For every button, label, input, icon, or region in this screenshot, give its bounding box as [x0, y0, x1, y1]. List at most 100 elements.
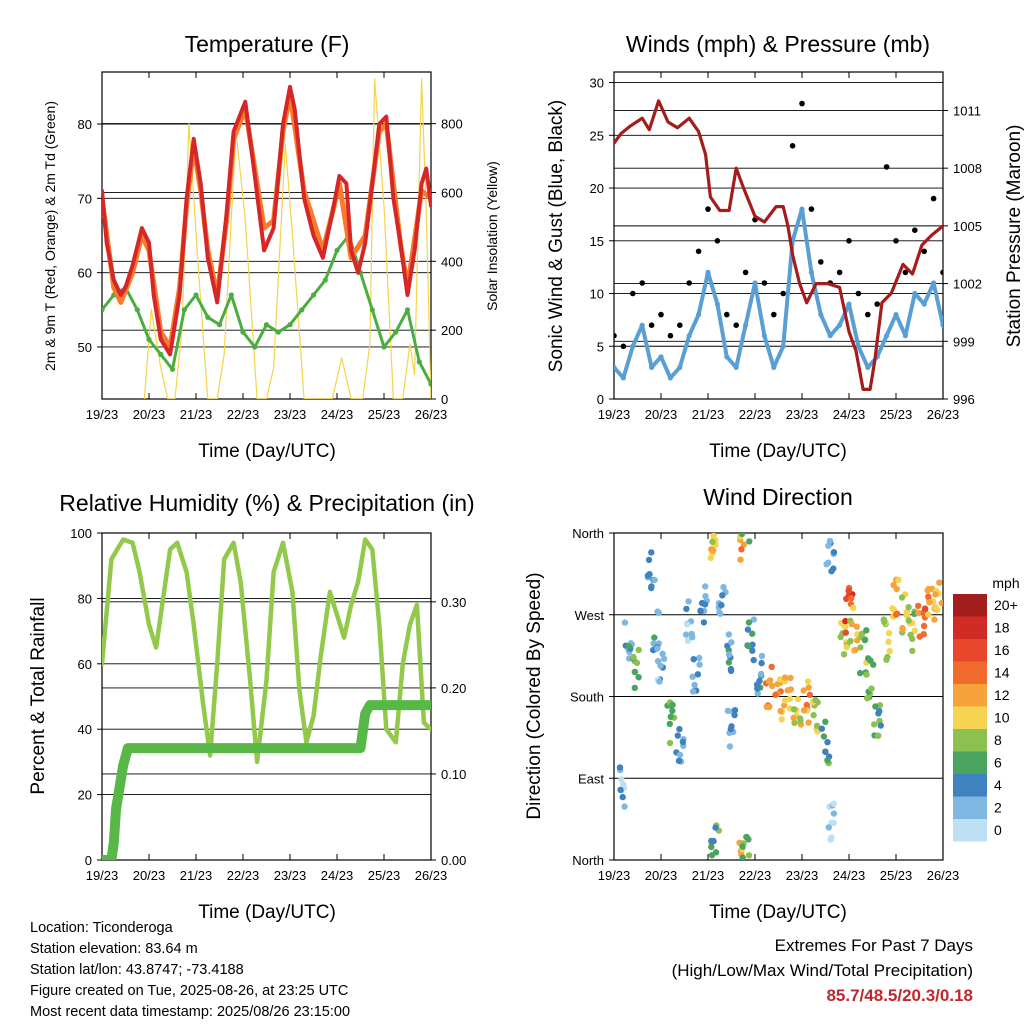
gust-point [930, 195, 937, 202]
wind-direction-point [768, 663, 775, 670]
gust-point [940, 269, 943, 276]
wind-direction-point [739, 843, 746, 850]
wind-direction-point [822, 748, 829, 756]
wind-direction-point [725, 631, 733, 638]
wind-speed-point [614, 364, 617, 370]
legend-swatch [953, 706, 987, 729]
humidity-y-tick-label: 20 [78, 788, 92, 803]
gust-point [648, 322, 655, 329]
wind-direction-point [825, 824, 832, 831]
wind-direction-point [667, 713, 674, 720]
wind-direction-point [731, 711, 738, 719]
winds-x-tick-label: 19/23 [598, 407, 631, 422]
winds-y-tick-label: 0 [597, 392, 604, 407]
wind-direction-point [691, 681, 698, 689]
dewpoint-point [181, 307, 187, 313]
wind-direction-point [754, 690, 761, 697]
station-info: Location: Ticonderoga Station elevation:… [30, 918, 350, 1023]
wind-direction-point [716, 609, 723, 616]
humidity-title: Relative Humidity (%) & Precipitation (i… [59, 490, 474, 516]
wind-direction-point [617, 786, 624, 794]
humidity-x-tick-label: 19/23 [86, 868, 119, 883]
station-elevation: Station elevation: 83.64 m [30, 941, 198, 957]
wind-direction-point [885, 629, 893, 637]
temperature-y2-tick-label: 400 [441, 254, 463, 269]
wind-direction-title: Wind Direction [703, 484, 853, 510]
wind-direction-point [787, 686, 795, 693]
wind-direction-point [790, 714, 797, 722]
wind-direction-point [749, 647, 756, 654]
wind-direction-xlabel: Time (Day/UTC) [709, 902, 847, 923]
dewpoint-point [334, 247, 340, 253]
wind-direction-point [781, 702, 788, 709]
dewpoint-point [404, 307, 411, 313]
wind-direction-point [743, 833, 750, 841]
winds-y2-tick-label: 1011 [953, 103, 981, 118]
wind-speed-point [649, 364, 655, 370]
wind-speed-point [677, 364, 683, 370]
humidity-panel: 19/23 20/23 21/23 22/23 23/23 24/23 25/23 26/23… [70, 526, 466, 883]
wind-direction-point [899, 626, 906, 633]
wind-direction-point [936, 579, 943, 586]
wind-direction-x-tick-label: 20/23 [645, 868, 678, 883]
wind-direction-point [903, 611, 910, 618]
wind-direction-point [726, 743, 734, 750]
wind-direction-point [676, 751, 684, 759]
wind-direction-point [872, 703, 879, 710]
extremes-subtitle: (High/Low/Max Wind/Total Precipitation) [671, 961, 973, 980]
plot-area [614, 99, 943, 391]
wind-direction-point [791, 719, 798, 727]
wind-direction-point [656, 678, 663, 685]
humidity-x-tick-label: 20/23 [133, 868, 166, 883]
wind-direction-point [812, 696, 819, 704]
dewpoint-point [158, 351, 164, 357]
temperature-x-tick-label: 24/23 [321, 407, 354, 422]
temperature-x-tick-label: 25/23 [368, 407, 401, 422]
wind-direction-point [719, 592, 726, 599]
humidity-y2-tick-label: 0.30 [441, 595, 466, 610]
dewpoint-point [322, 277, 328, 283]
winds-y-tick-label: 15 [590, 234, 604, 249]
gust-point [893, 238, 899, 244]
wind-speed-point [827, 333, 833, 339]
wind-direction-point [863, 627, 870, 634]
wind-direction-point [696, 661, 703, 668]
wind-direction-point [682, 631, 690, 638]
wind-direction-point [660, 655, 668, 663]
wind-direction-y-tick-label: North [572, 853, 604, 868]
dewpoint-point [310, 292, 317, 298]
wind-direction-point [709, 538, 716, 546]
dewpoint-point [369, 307, 375, 313]
gust-point [865, 311, 871, 318]
wind-direction-point [847, 637, 854, 645]
humidity-xlabel: Time (Day/UTC) [198, 902, 336, 923]
wind-direction-point [861, 636, 869, 644]
wind-direction-point [708, 843, 715, 851]
humidity-y2-tick-label: 0.10 [441, 767, 466, 782]
humidity-ylabel: Percent & Total Rainfall [28, 597, 49, 794]
gust-point [686, 280, 692, 286]
wind-direction-point [621, 803, 628, 810]
wind-direction-point [689, 688, 697, 695]
dewpoint-point [263, 322, 270, 328]
wind-direction-point [881, 618, 888, 625]
wind-speed-point [846, 301, 852, 307]
wind-direction-ylabel: Direction (Colored By Speed) [524, 572, 545, 819]
humidity-y-tick-label: 100 [70, 526, 92, 541]
temperature-y-tick-label: 70 [78, 191, 92, 206]
wind-direction-point [749, 630, 756, 637]
humidity-y-tick-label: 60 [78, 657, 92, 672]
temperature-y-tick-label: 50 [78, 340, 92, 355]
legend-swatch [953, 661, 987, 684]
wind-speed-point [714, 301, 721, 307]
wind-direction-point [868, 685, 875, 692]
wind-direction-point [674, 732, 681, 739]
wind-direction-point [804, 678, 812, 685]
wind-direction-point [777, 707, 784, 715]
wind-direction-y-tick-label: North [572, 526, 604, 541]
wind-direction-point [926, 599, 933, 606]
dewpoint-point [240, 329, 246, 335]
wind-direction-point [666, 739, 674, 747]
wind-direction-point [938, 599, 943, 607]
dewpoint-point [393, 329, 399, 335]
